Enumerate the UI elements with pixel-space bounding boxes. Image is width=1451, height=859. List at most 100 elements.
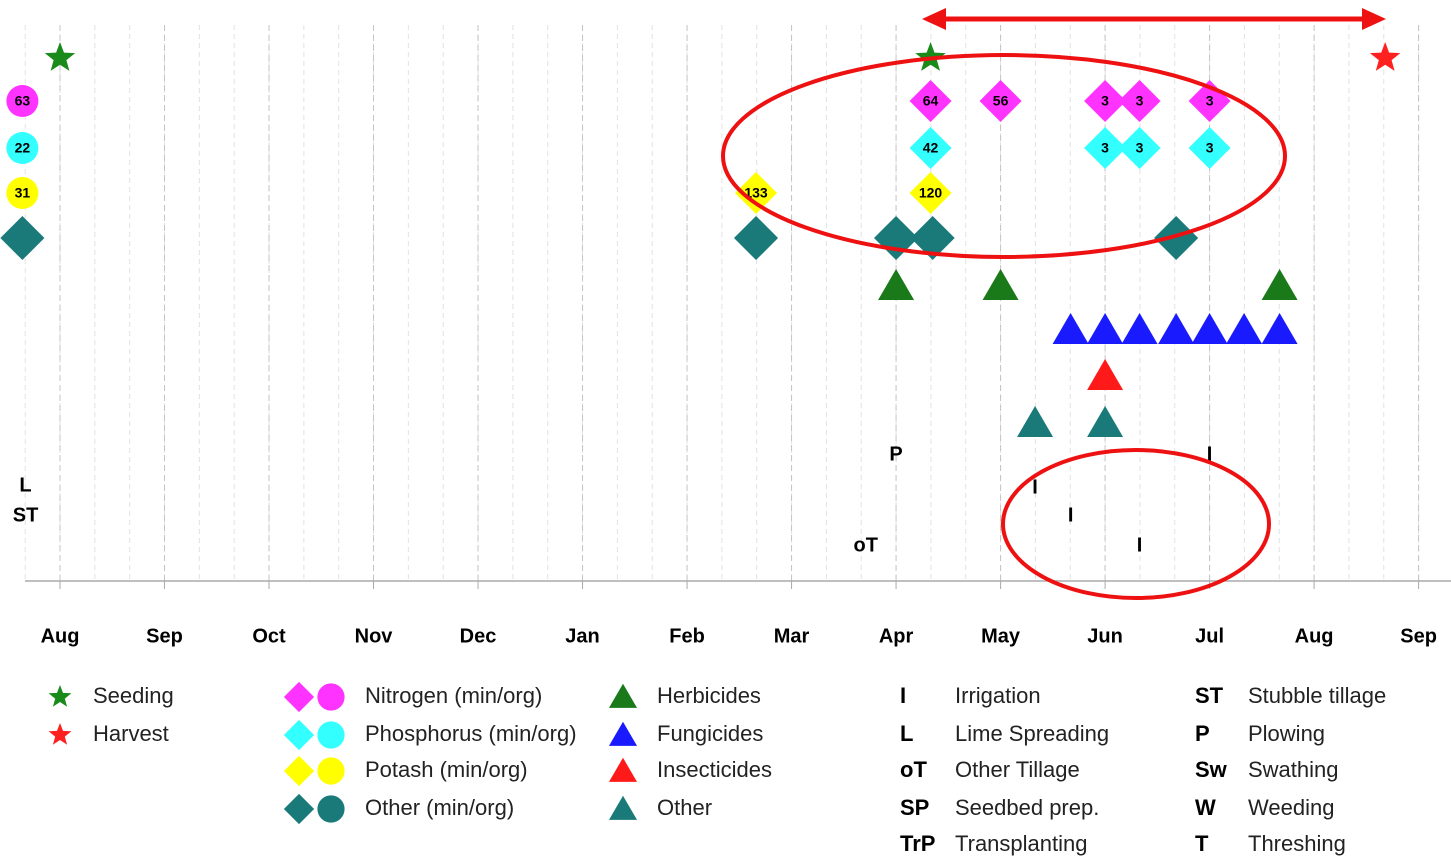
diamond-marker — [909, 127, 952, 169]
legend-label: Nitrogen (min/org) — [365, 683, 542, 708]
value-label: 3 — [1136, 140, 1144, 156]
arrow-head — [922, 8, 946, 30]
diamond-marker — [283, 793, 315, 825]
triangle-marker — [608, 721, 638, 746]
legend-code: W — [1195, 795, 1216, 820]
legend-label: Other — [657, 795, 712, 820]
legend-code: I — [900, 683, 906, 708]
triangle-marker — [608, 683, 638, 708]
x-tick-label: Aug — [41, 625, 80, 647]
operation-mark: I — [1032, 476, 1038, 498]
value-label: 3 — [1206, 140, 1214, 156]
marks: 63 64 56 3 3 3 22 42 3 3 3 31 133 120 I I I I LoT ST P — [0, 42, 1401, 556]
legend-label: Swathing — [1248, 757, 1339, 782]
value-label: 3 — [1136, 93, 1144, 109]
x-tick-label: Jan — [565, 625, 599, 647]
legend-label: Transplanting — [955, 831, 1087, 856]
diamond-marker — [283, 719, 315, 751]
legend-code: TrP — [900, 831, 935, 856]
diamond-marker — [1118, 80, 1161, 122]
legend-label: Other Tillage — [955, 757, 1080, 782]
diamond-marker — [979, 80, 1022, 122]
operation-mark: oT — [854, 534, 878, 556]
legend-label: Threshing — [1248, 831, 1346, 856]
value-label: 3 — [1206, 93, 1214, 109]
triangle-marker — [878, 269, 915, 300]
triangle-marker — [982, 269, 1019, 300]
triangle-marker — [608, 757, 638, 782]
diamond-marker — [733, 215, 779, 261]
value-label: 3 — [1101, 140, 1109, 156]
legend-label: Potash (min/org) — [365, 757, 528, 782]
x-tick-label: Jul — [1195, 625, 1224, 647]
legend-code: SP — [900, 795, 929, 820]
operation-mark: P — [889, 443, 902, 465]
diamond-marker — [735, 172, 778, 214]
diamond-marker — [909, 80, 952, 122]
triangle-marker — [1261, 313, 1298, 344]
triangle-marker — [1087, 313, 1124, 344]
x-tick-label: Nov — [355, 625, 394, 647]
legend-label: Harvest — [93, 721, 169, 746]
x-tick-label: May — [981, 625, 1021, 647]
operation-mark: L — [19, 474, 31, 496]
annotation-ellipse — [1001, 448, 1271, 600]
legend-label: Stubble tillage — [1248, 683, 1386, 708]
value-label: 3 — [1101, 93, 1109, 109]
star-marker — [48, 723, 72, 745]
x-tick-label: Feb — [669, 625, 705, 647]
legend-label: Fungicides — [657, 721, 763, 746]
diamond-marker — [1118, 127, 1161, 169]
legend-code: P — [1195, 721, 1210, 746]
operation-mark: I — [1137, 534, 1143, 556]
circle-marker — [317, 721, 345, 749]
diamond-marker — [283, 755, 315, 787]
diamond-marker — [0, 215, 45, 261]
diamond-marker — [909, 172, 952, 214]
triangle-marker — [1087, 406, 1124, 437]
star-marker — [48, 685, 72, 707]
triangle-marker — [1261, 269, 1298, 300]
diamond-marker — [1188, 127, 1231, 169]
circle-marker — [317, 795, 345, 823]
diamond-marker — [1084, 80, 1127, 122]
x-tick-label: Oct — [252, 625, 286, 647]
x-tick-label: Jun — [1087, 625, 1123, 647]
legend-label: Lime Spreading — [955, 721, 1109, 746]
circle-marker — [6, 177, 39, 209]
x-tick-label: Sep — [1400, 625, 1437, 647]
triangle-marker — [1158, 313, 1195, 344]
value-label: 31 — [15, 185, 31, 201]
star-marker — [915, 42, 946, 71]
legend-label: Phosphorus (min/org) — [365, 721, 577, 746]
operation-mark: ST — [13, 504, 39, 526]
circle-marker — [317, 757, 345, 785]
legend-code: oT — [900, 757, 927, 782]
diamond-marker — [283, 681, 315, 713]
legend-label: Irrigation — [955, 683, 1041, 708]
arrow-head — [1362, 8, 1386, 30]
star-marker — [1369, 42, 1401, 71]
diamond-marker — [910, 215, 955, 261]
value-label: 64 — [923, 93, 939, 109]
legend-label: Other (min/org) — [365, 795, 514, 820]
triangle-marker — [608, 795, 638, 820]
legend-label: Weeding — [1248, 795, 1334, 820]
value-label: 56 — [993, 93, 1009, 109]
triangle-marker — [1121, 313, 1158, 344]
x-tick-label: Apr — [879, 625, 914, 647]
grid: Aug Sep Oct Nov Dec Jan Feb Mar Apr May Jun Jul Aug S… — [24, 25, 1437, 647]
legend-label: Insecticides — [657, 757, 772, 782]
value-label: 42 — [923, 140, 939, 156]
operation-mark: I — [1207, 443, 1213, 465]
x-tick-label: Dec — [460, 625, 497, 647]
legend-label: Plowing — [1248, 721, 1325, 746]
value-label: 120 — [919, 185, 943, 201]
x-tick-label: Sep — [146, 625, 183, 647]
circle-marker — [6, 132, 39, 164]
value-label: 133 — [744, 185, 768, 201]
triangle-marker — [1087, 359, 1124, 390]
annotation-ellipse — [721, 53, 1287, 259]
x-tick-label: Aug — [1295, 625, 1334, 647]
